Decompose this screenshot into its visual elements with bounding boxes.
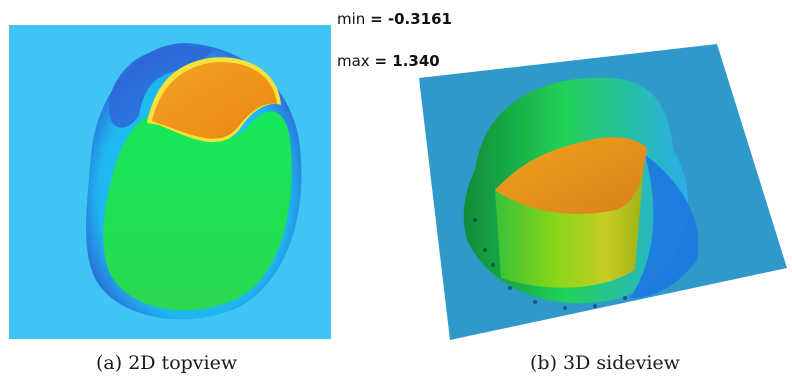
max-value: 1.340: [392, 52, 440, 70]
max-label: max: [337, 52, 370, 70]
topview-panel: [9, 25, 331, 339]
orange-plateau: [152, 62, 277, 139]
green-region: [103, 111, 292, 311]
sideview-panel: [415, 40, 790, 342]
caption-right: (b) 3D sideview: [530, 352, 680, 374]
min-stat: min = -0.3161: [337, 10, 452, 28]
topview-image: [9, 25, 331, 339]
blue-wing: [630, 155, 699, 299]
max-stat: max = 1.340: [337, 52, 440, 70]
rim-speckles: [473, 218, 627, 310]
caption-left: (a) 2D topview: [96, 352, 238, 374]
min-label: min: [337, 10, 366, 28]
orange-top: [495, 137, 647, 214]
min-value: -0.3161: [387, 10, 452, 28]
sideview-image: [419, 44, 787, 340]
